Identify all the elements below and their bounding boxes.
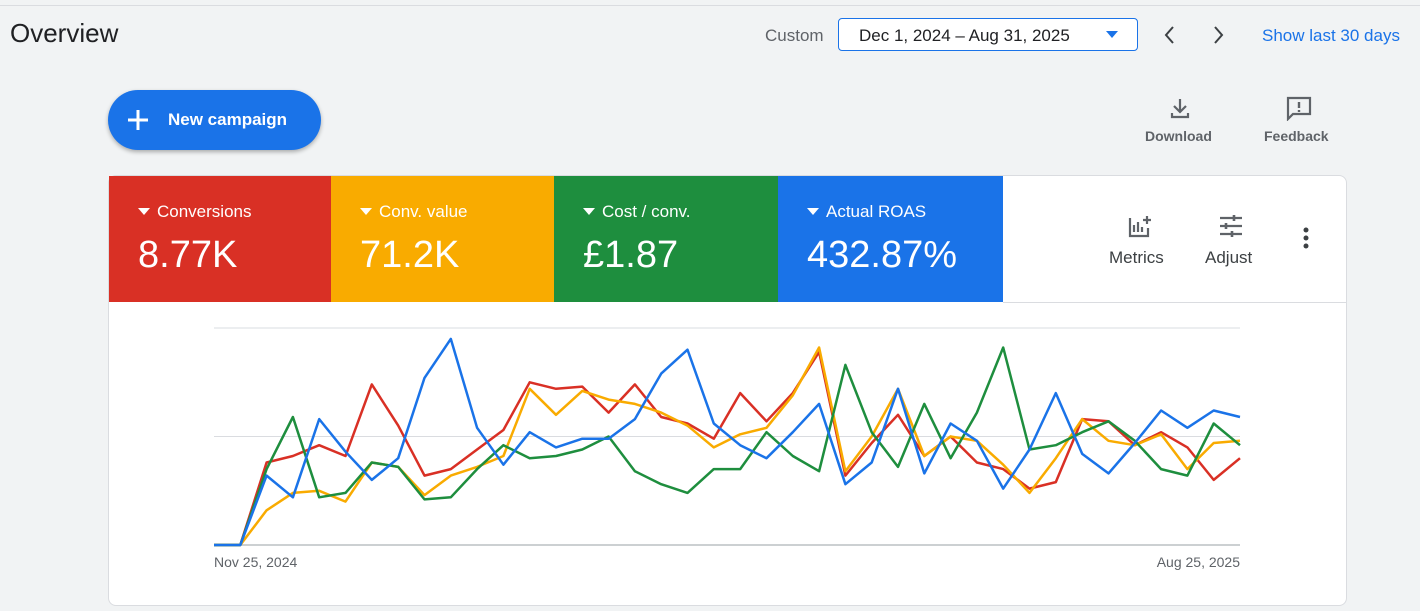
show-last-link[interactable]: Show last 30 days <box>1262 26 1400 45</box>
scorecard-name[interactable]: Conv. value <box>379 202 468 221</box>
new-campaign-label[interactable]: New campaign <box>168 110 288 129</box>
date-picker[interactable] <box>838 18 1138 51</box>
scorecard[interactable]: Actual ROAS 432.87% <box>778 176 1003 302</box>
adjust-icon[interactable] <box>1218 213 1246 239</box>
scorecard-name[interactable]: Conversions <box>157 202 252 221</box>
range-label: Custom <box>765 26 824 45</box>
divider <box>1003 302 1346 303</box>
date-range[interactable]: Dec 1, 2024 – Aug 31, 2025 <box>859 26 1070 45</box>
scorecard[interactable]: Cost / conv. £1.87 <box>554 176 778 302</box>
dropdown-arrow[interactable] <box>138 208 150 215</box>
scorecard-value[interactable]: 432.87% <box>807 234 958 276</box>
metrics-icon[interactable] <box>1127 213 1155 239</box>
metrics-label[interactable]: Metrics <box>1109 248 1164 267</box>
page-title: Overview <box>10 18 119 48</box>
series-line <box>214 350 1241 547</box>
dropdown-arrow[interactable] <box>360 208 372 215</box>
scorecard[interactable]: Conversions 8.77K <box>109 176 331 302</box>
scorecard-name[interactable]: Cost / conv. <box>602 202 691 221</box>
feedback-icon[interactable] <box>1285 95 1313 121</box>
x-tick-label: Aug 25, 2025 <box>1157 554 1241 570</box>
dropdown-arrow[interactable] <box>583 208 595 215</box>
dropdown-arrow[interactable] <box>1104 28 1120 40</box>
x-tick-label: Nov 25, 2024 <box>214 554 297 570</box>
plus-icon[interactable] <box>126 108 150 132</box>
series-line <box>214 346 1241 547</box>
prev-button[interactable] <box>1158 23 1182 47</box>
next-button[interactable] <box>1206 23 1230 47</box>
scorecard-value[interactable]: 8.77K <box>138 234 238 276</box>
dropdown-arrow[interactable] <box>807 208 819 215</box>
series-line <box>214 337 1241 547</box>
scorecard-value[interactable]: 71.2K <box>360 234 460 276</box>
scorecard-value[interactable]: £1.87 <box>583 234 679 276</box>
series-line <box>214 346 1241 547</box>
download-icon[interactable] <box>1168 96 1192 120</box>
scorecard[interactable]: Conv. value 71.2K <box>331 176 554 302</box>
scorecard-name[interactable]: Actual ROAS <box>826 202 927 221</box>
more-menu[interactable] <box>1298 226 1314 252</box>
adjust-label[interactable]: Adjust <box>1205 248 1253 267</box>
download-label[interactable]: Download <box>1145 128 1212 144</box>
feedback-label[interactable]: Feedback <box>1264 128 1329 144</box>
divider <box>0 5 1420 6</box>
